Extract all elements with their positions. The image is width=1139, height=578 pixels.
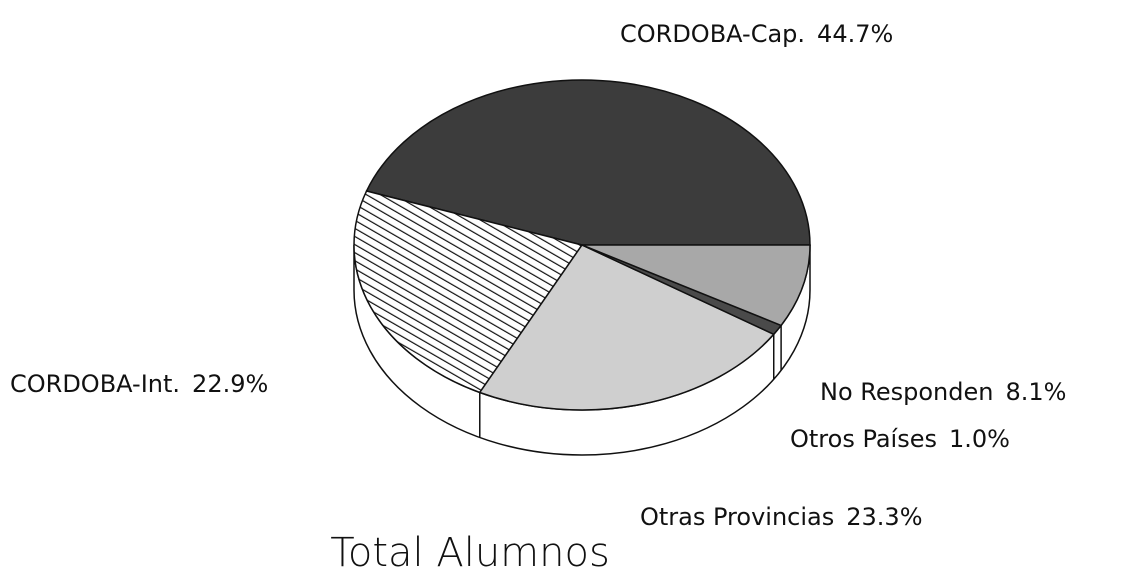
slice-name: CORDOBA-Int. — [10, 370, 180, 398]
slice-value: 23.3% — [846, 503, 922, 531]
pie-slice — [581, 244, 811, 327]
slice-name: Otras Provincias — [640, 503, 834, 531]
slice-name: CORDOBA-Cap. — [620, 20, 805, 48]
slice-label: CORDOBA-Int. 22.9% — [10, 370, 268, 398]
slice-value: 44.7% — [817, 20, 893, 48]
slice-value: 8.1% — [1005, 378, 1066, 406]
slice-value: 1.0% — [949, 425, 1010, 453]
slice-label: Otros Países 1.0% — [790, 425, 1010, 453]
slice-label: No Responden 8.1% — [820, 378, 1066, 406]
slice-value: 22.9% — [192, 370, 268, 398]
pie-slice — [478, 244, 775, 411]
slice-label: Otras Provincias 23.3% — [640, 503, 923, 531]
slice-label: CORDOBA-Cap. 44.7% — [620, 20, 893, 48]
slice-name: No Responden — [820, 378, 993, 406]
pie-slice — [365, 79, 811, 246]
chart-title: Total Alumnos — [330, 530, 610, 576]
pie-slice — [353, 190, 584, 394]
slice-name: Otros Países — [790, 425, 937, 453]
